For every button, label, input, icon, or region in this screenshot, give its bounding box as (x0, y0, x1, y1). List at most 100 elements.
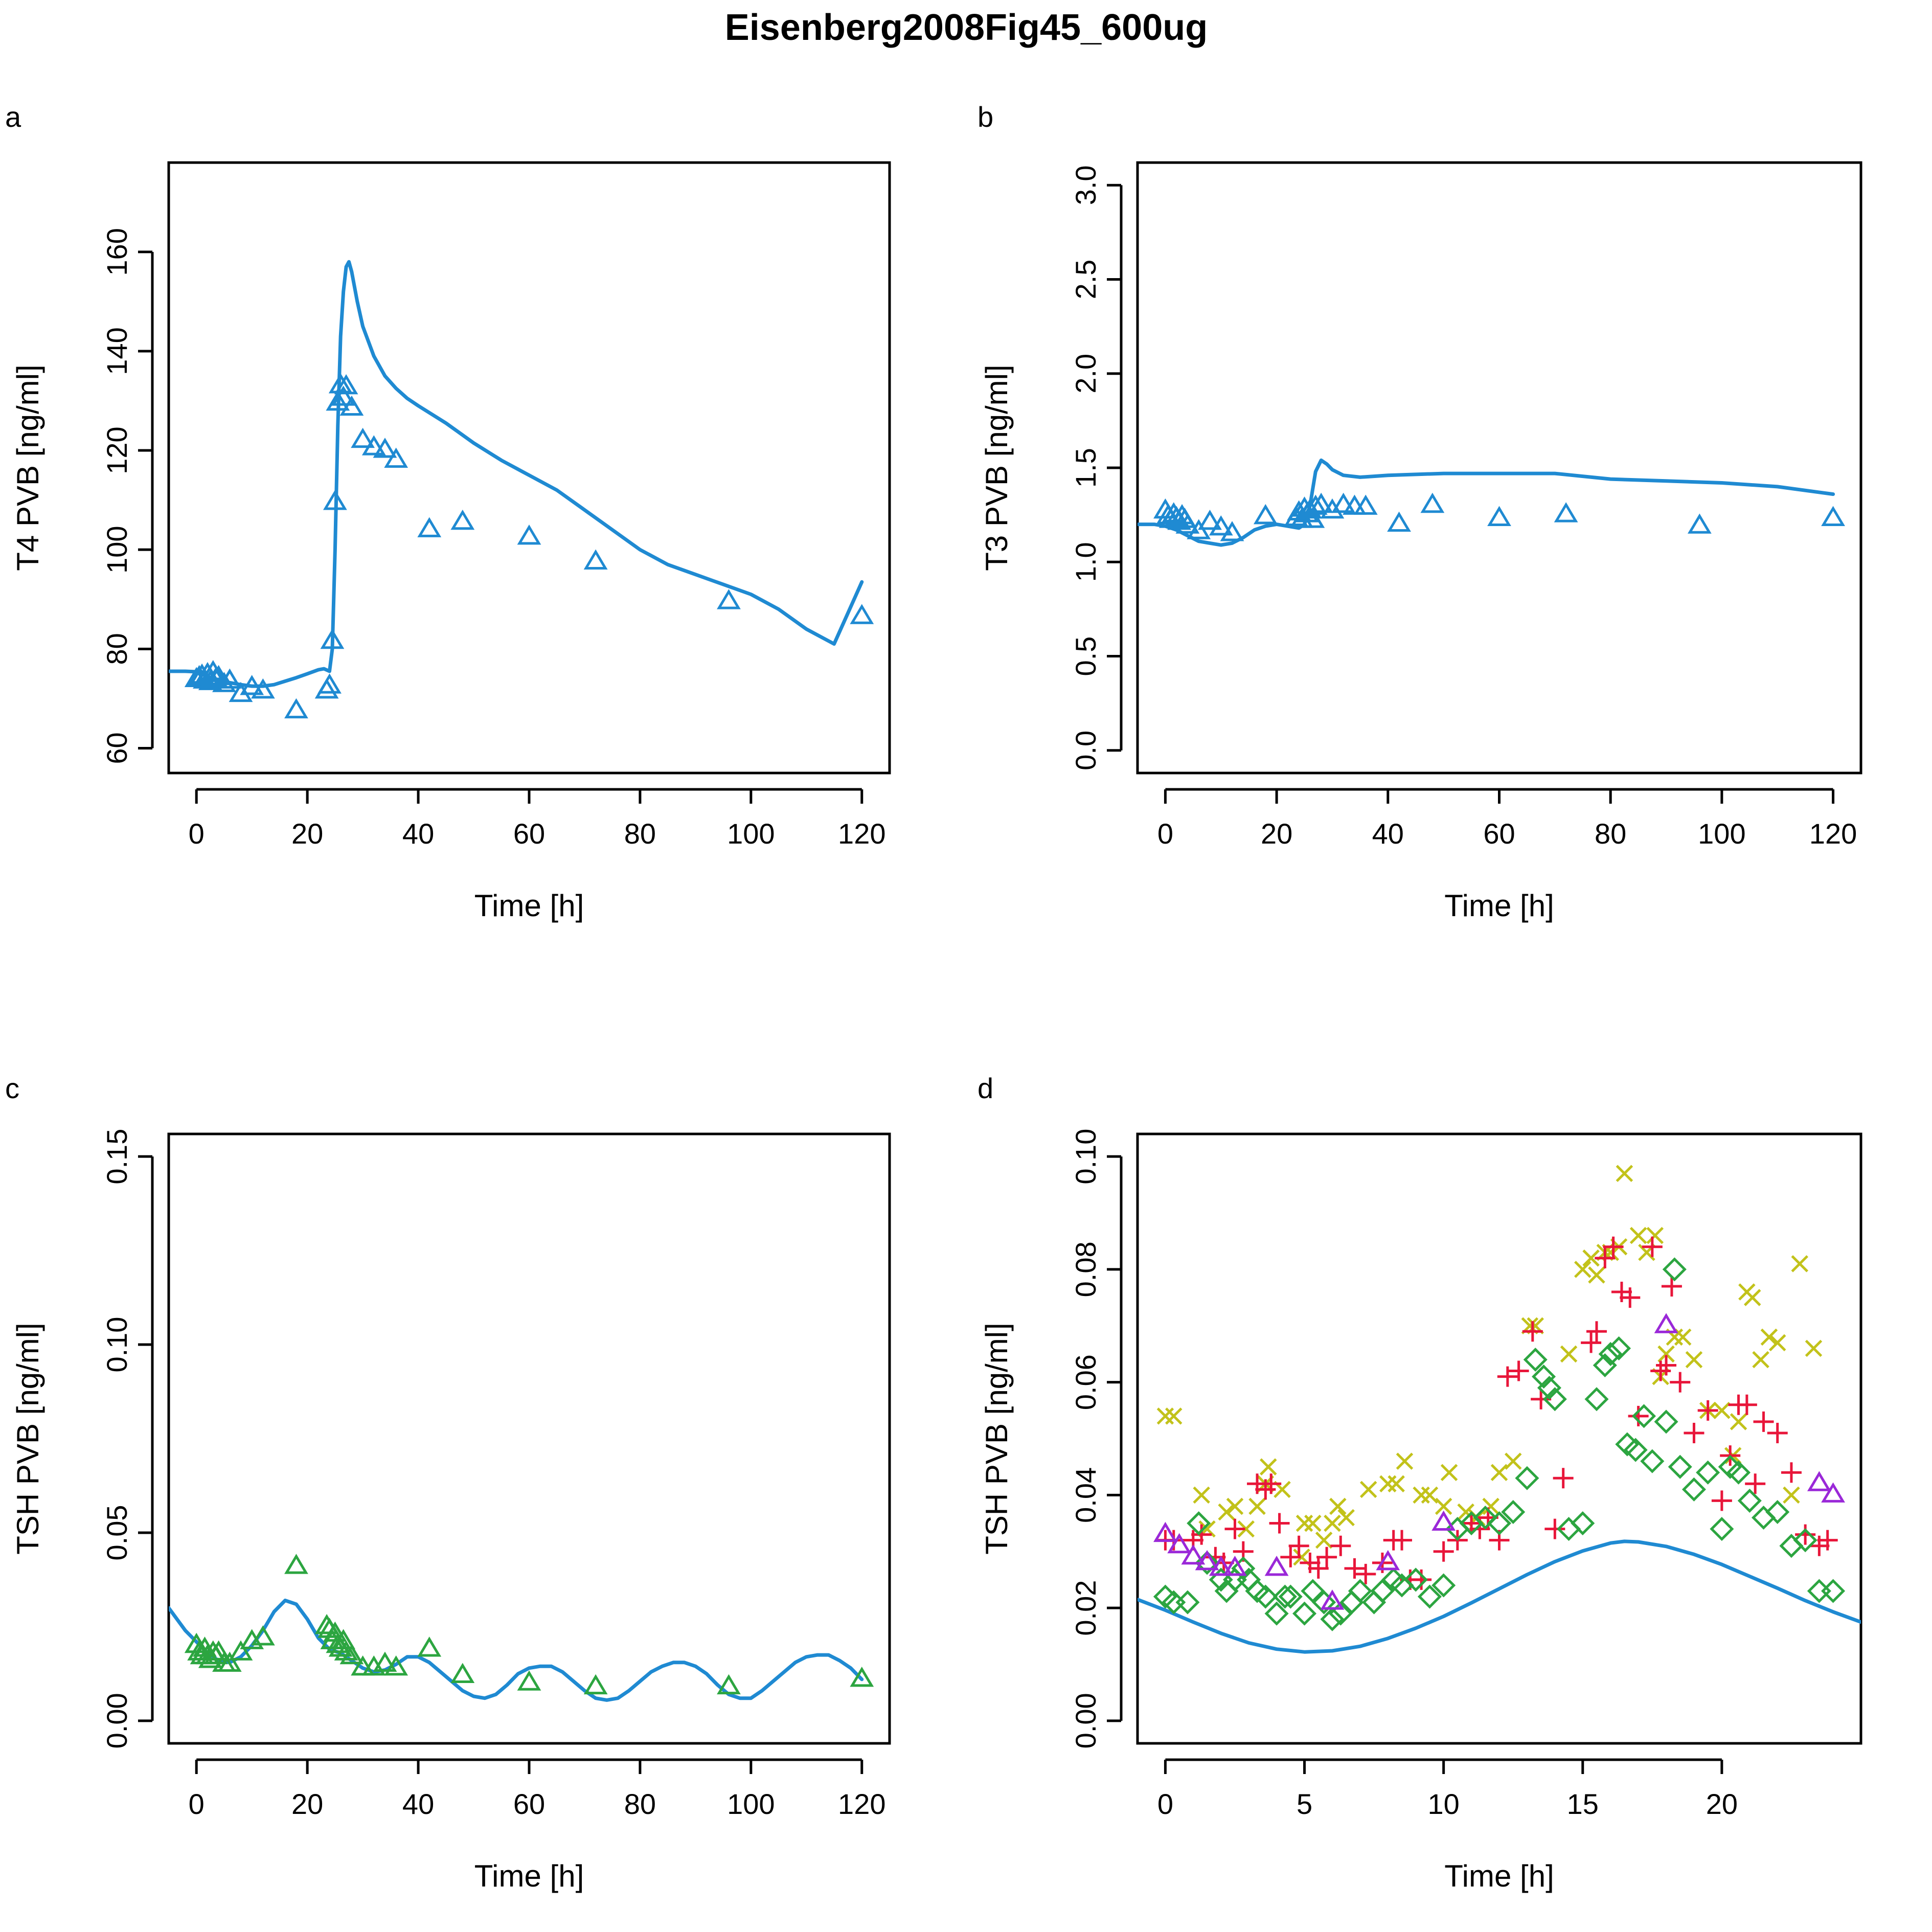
simulation-line (169, 1598, 864, 1702)
plot-frame (1136, 161, 1862, 775)
triangle-marker (373, 1651, 397, 1672)
x-tick-label: 20 (291, 1788, 323, 1820)
triangle-marker (1220, 521, 1244, 541)
plus-marker (1269, 1513, 1290, 1534)
x-tick-label: 20 (1261, 817, 1292, 850)
simulation-line (1138, 1539, 1861, 1654)
triangle-marker (583, 549, 608, 570)
triangle-marker (1223, 1555, 1247, 1576)
diamond-marker (1662, 1257, 1687, 1282)
plot-area (169, 1554, 874, 1702)
y-tick-label: 0.00 (101, 1693, 133, 1748)
cross-marker (1248, 1497, 1266, 1515)
diamond-marker (1765, 1499, 1790, 1525)
diamond-marker (1370, 1579, 1395, 1603)
triangle-marker (284, 1554, 308, 1574)
diamond-marker (1631, 1404, 1656, 1428)
triangle-marker (320, 628, 345, 649)
diamond-marker (1431, 1573, 1456, 1598)
triangle-marker (517, 525, 541, 545)
diamond-marker (1187, 1511, 1211, 1536)
triangle-marker (1821, 1482, 1845, 1503)
diamond-marker (1301, 1579, 1325, 1603)
triangle-marker (1301, 508, 1325, 528)
cross-marker (1329, 1497, 1347, 1515)
diamond-marker (1487, 1511, 1512, 1536)
cross-marker (1752, 1351, 1769, 1369)
triangle-marker (317, 673, 342, 694)
panel-a: a 0 20 40 60 80 100 120 60 80 100 120 140 160 Time [h]… (5, 101, 891, 923)
y-tick-label: 0.08 (1070, 1241, 1102, 1297)
triangle-marker (339, 1644, 364, 1665)
plus-marker (1620, 1287, 1641, 1308)
diamond-marker (1640, 1449, 1665, 1473)
diamond-marker (1417, 1584, 1442, 1609)
y-tick-label: 0.04 (1070, 1467, 1102, 1523)
triangle-marker (1487, 506, 1511, 526)
y-tick-label: 160 (101, 228, 133, 276)
plus-marker (1711, 1490, 1732, 1511)
diamond-marker (1473, 1505, 1497, 1530)
cross-marker (1388, 1475, 1405, 1493)
x-tick-label: 60 (513, 1788, 545, 1820)
cross-marker (1743, 1289, 1761, 1306)
plus-marker (1745, 1473, 1766, 1494)
x-tick-label: 120 (838, 1788, 885, 1820)
triangle-marker (1821, 506, 1845, 526)
x-tick-label: 5 (1297, 1788, 1312, 1820)
cross-marker (1657, 1345, 1675, 1363)
triangle-marker (212, 672, 236, 692)
triangle-marker (717, 589, 741, 609)
triangle-marker (850, 604, 874, 624)
cross-marker (1379, 1475, 1397, 1493)
diamond-marker (1515, 1466, 1539, 1490)
triangle-marker (1195, 1550, 1219, 1571)
cross-marker (1560, 1345, 1578, 1363)
cross-marker (1315, 1531, 1333, 1549)
cross-marker (1226, 1497, 1244, 1515)
diamond-marker (1598, 1342, 1623, 1366)
y-tick-label: 80 (101, 633, 133, 665)
diamond-marker (1537, 1376, 1561, 1400)
cross-marker (1396, 1452, 1414, 1470)
x-tick-label: 40 (1372, 817, 1404, 850)
x-tick-label: 0 (189, 1788, 204, 1820)
triangle-marker (384, 447, 408, 468)
diamond-marker (1793, 1528, 1817, 1553)
x-tick-label: 20 (1706, 1788, 1738, 1820)
triangle-marker (1264, 1555, 1289, 1576)
cross-marker (1713, 1402, 1731, 1419)
triangle-marker (339, 395, 364, 416)
triangle-marker (1807, 1471, 1831, 1491)
y-tick-label: 100 (101, 526, 133, 573)
y-axis-label: T3 PVB [ng/ml] (980, 365, 1014, 571)
y-axis-label: TSH PVB [ng/ml] (11, 1323, 45, 1554)
y-tick-label: 140 (101, 327, 133, 375)
cross-marker (1295, 1514, 1313, 1532)
cross-marker (1304, 1514, 1322, 1532)
triangle-marker (373, 438, 397, 458)
cross-marker (1324, 1514, 1341, 1532)
y-tick-label: 0.15 (101, 1129, 133, 1185)
panel-b: b 0 20 40 60 80 100 120 0.0 0.5 1.0 1.5 2.0 2.5 3.0 Tim… (978, 101, 1862, 923)
triangle-marker (1181, 1544, 1206, 1565)
triangle-marker (1687, 513, 1712, 534)
plot-frame (167, 1132, 891, 1745)
y-tick-label: 0.00 (1070, 1693, 1102, 1748)
triangle-marker (361, 435, 386, 456)
triangle-marker (1198, 509, 1222, 530)
x-tick-label: 15 (1567, 1788, 1599, 1820)
diamond-marker (1403, 1567, 1428, 1592)
diamond-marker (1278, 1584, 1303, 1609)
plus-marker (1628, 1405, 1649, 1426)
diamond-marker (1821, 1579, 1846, 1603)
triangle-marker (1253, 504, 1278, 525)
triangle-marker (1209, 515, 1233, 536)
plus-marker (1642, 1236, 1663, 1257)
x-tick-label: 80 (1595, 817, 1626, 850)
plot-area (1138, 458, 1845, 547)
x-tick-label: 0 (189, 817, 204, 850)
cross-marker (1805, 1339, 1823, 1357)
y-tick-label: 1.5 (1070, 448, 1102, 488)
